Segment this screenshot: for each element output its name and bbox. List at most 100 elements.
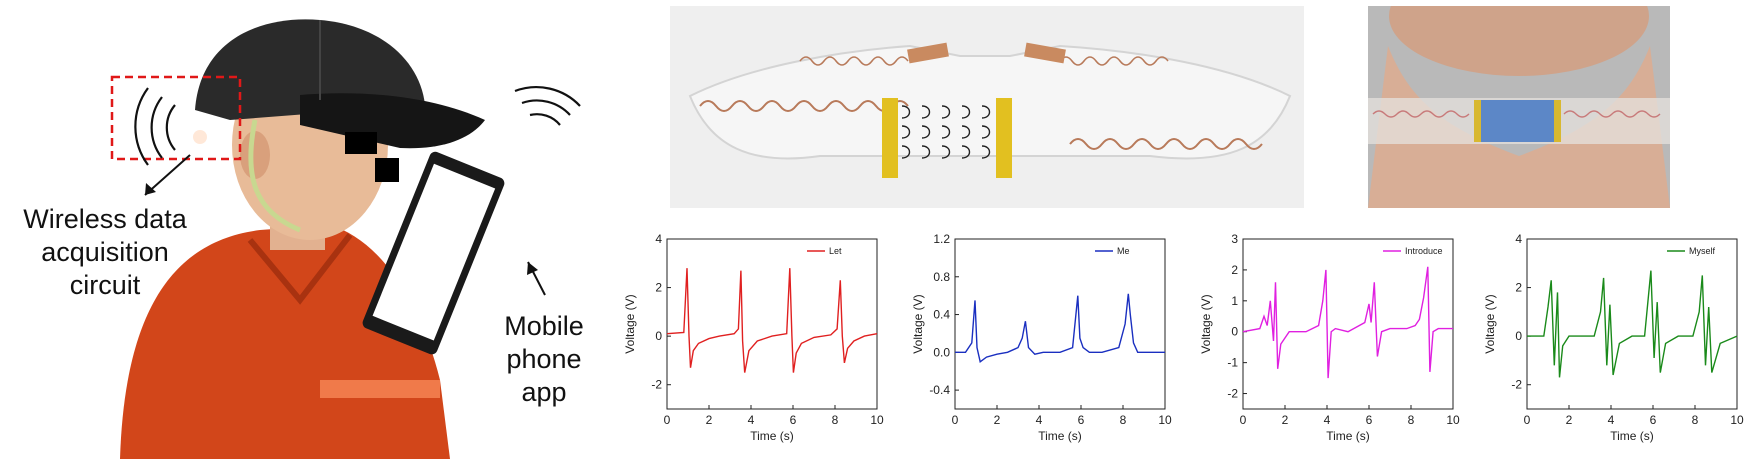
plot-frame — [954, 238, 1166, 410]
y-tick-label: 1.2 — [933, 232, 950, 246]
x-tick-label: 6 — [790, 413, 797, 427]
neck-photo — [1368, 6, 1670, 208]
circuit-label-line-3: circuit — [69, 270, 141, 300]
phone-wireless-arc-2 — [521, 99, 571, 116]
legend-label: Let — [829, 246, 842, 256]
phone-label-line-1: Mobile — [504, 311, 584, 341]
chart-me: 0 2 4 6 8 10 1.2 0.8 0.4 0.0 -0.4 Time (s) Voltage (… — [900, 225, 1186, 459]
chart-let-svg: 0 2 4 6 8 10 4 2 0 -2 Time (s) Voltage (V) Let — [623, 232, 884, 443]
series-line — [666, 268, 878, 373]
wireless-arc-1 — [165, 104, 176, 151]
y-tick-label: 0.8 — [933, 270, 950, 284]
neck-art — [1368, 6, 1670, 208]
circuit-light — [193, 130, 207, 144]
y-axis-label: Voltage (V) — [1483, 294, 1497, 353]
phone-wireless-arc-1 — [529, 113, 561, 126]
x-tick-label: 6 — [1078, 413, 1085, 427]
x-tick-label: 0 — [664, 413, 671, 427]
chart-introduce: 0 2 4 6 8 10 3 2 1 0 -1 -2 Time (s) Voltage (V) Introd… — [1188, 225, 1474, 459]
y-tick-label: 0 — [1231, 325, 1238, 339]
x-tick-label: 2 — [1566, 413, 1573, 427]
y-tick-label: 4 — [655, 232, 662, 246]
y-tick-label: 0 — [655, 329, 662, 343]
x-tick-label: 4 — [748, 413, 755, 427]
x-tick-label: 10 — [870, 413, 884, 427]
x-tick-label: 10 — [1446, 413, 1460, 427]
y-tick-label: 0.4 — [933, 308, 950, 322]
x-tick-label: 4 — [1036, 413, 1043, 427]
x-tick-label: 8 — [1120, 413, 1127, 427]
phone-icon — [362, 151, 505, 355]
wireless-arc-3 — [134, 87, 149, 166]
plot-frame — [666, 238, 878, 410]
chart-myself: 0 2 4 6 8 10 4 2 0 -2 Time (s) Voltage (V) Myself — [1472, 225, 1758, 459]
x-tick-label: 2 — [1282, 413, 1289, 427]
circuit-label-line-2: acquisition — [41, 237, 169, 267]
circuit-arrow — [144, 154, 191, 196]
y-tick-label: -2 — [1511, 378, 1522, 392]
series-line — [1527, 270, 1738, 378]
censor-bar-nose — [375, 158, 399, 182]
y-tick-label: 2 — [1515, 281, 1522, 295]
y-tick-label: 4 — [1515, 232, 1522, 246]
jacket-shape — [120, 225, 450, 459]
legend-label: Me — [1117, 246, 1130, 256]
sensor-strap — [248, 119, 301, 233]
x-tick-label: 4 — [1324, 413, 1331, 427]
series-line — [1242, 266, 1453, 379]
y-tick-label: -2 — [1227, 387, 1238, 401]
chart-me-svg: 0 2 4 6 8 10 1.2 0.8 0.4 0.0 -0.4 Time (s) Voltage (… — [911, 232, 1172, 443]
y-axis-label: Voltage (V) — [1199, 294, 1213, 353]
x-tick-label: 8 — [1692, 413, 1699, 427]
x-tick-label: 0 — [952, 413, 959, 427]
y-axis-label: Voltage (V) — [623, 294, 637, 353]
x-tick-label: 0 — [1524, 413, 1531, 427]
x-tick-label: 8 — [832, 413, 839, 427]
y-tick-label: 0 — [1515, 329, 1522, 343]
x-tick-label: 2 — [706, 413, 713, 427]
jacket-reflective-strip — [320, 380, 440, 398]
illustration-art — [110, 19, 581, 459]
x-tick-label: 4 — [1608, 413, 1615, 427]
sensor-band-art — [688, 42, 1292, 178]
x-axis-label: Time (s) — [1038, 429, 1082, 443]
plot-frame — [1526, 238, 1738, 410]
chart-myself-svg: 0 2 4 6 8 10 4 2 0 -2 Time (s) Voltage (V) Myself — [1483, 232, 1744, 443]
sensor-band-photo — [670, 6, 1304, 208]
y-tick-label: 2 — [655, 281, 662, 295]
x-tick-label: 2 — [994, 413, 1001, 427]
y-axis-label: Voltage (V) — [911, 294, 925, 353]
plot-frame — [1242, 238, 1454, 410]
phone-app-label: Mobile phone app — [488, 310, 600, 409]
phone-label-line-2: phone — [506, 344, 582, 374]
censor-bar-eye — [345, 132, 377, 154]
circuit-label: Wireless data acquisition circuit — [0, 203, 210, 302]
jacket-collar — [247, 233, 353, 305]
legend-label: Myself — [1689, 246, 1716, 256]
ear — [240, 131, 270, 179]
series-line — [955, 293, 1165, 364]
wireless-arc-2 — [150, 96, 163, 159]
x-tick-label: 0 — [1240, 413, 1247, 427]
y-tick-label: 3 — [1231, 232, 1238, 246]
circuit-label-line-1: Wireless data — [23, 204, 187, 234]
circuit-highlight-box — [110, 75, 242, 161]
phone-label-line-3: app — [521, 377, 567, 407]
x-tick-label: 8 — [1408, 413, 1415, 427]
phone-wireless-arc-3 — [514, 86, 581, 107]
x-axis-label: Time (s) — [750, 429, 794, 443]
y-tick-label: 0.0 — [933, 345, 950, 359]
x-tick-label: 6 — [1650, 413, 1657, 427]
phone-arrow-head — [527, 262, 538, 275]
chart-let: 0 2 4 6 8 10 4 2 0 -2 Time (s) Voltage (V) Let — [612, 225, 898, 459]
x-axis-label: Time (s) — [1326, 429, 1370, 443]
y-tick-label: -2 — [651, 378, 662, 392]
wearable-illustration: Wireless data acquisition circuit Mobile… — [0, 0, 600, 459]
y-tick-label: 1 — [1231, 294, 1238, 308]
circuit-arrow-head — [145, 183, 156, 195]
y-tick-label: -1 — [1227, 356, 1238, 370]
y-tick-label: 2 — [1231, 263, 1238, 277]
x-axis-label: Time (s) — [1610, 429, 1654, 443]
y-tick-label: -0.4 — [929, 383, 950, 397]
